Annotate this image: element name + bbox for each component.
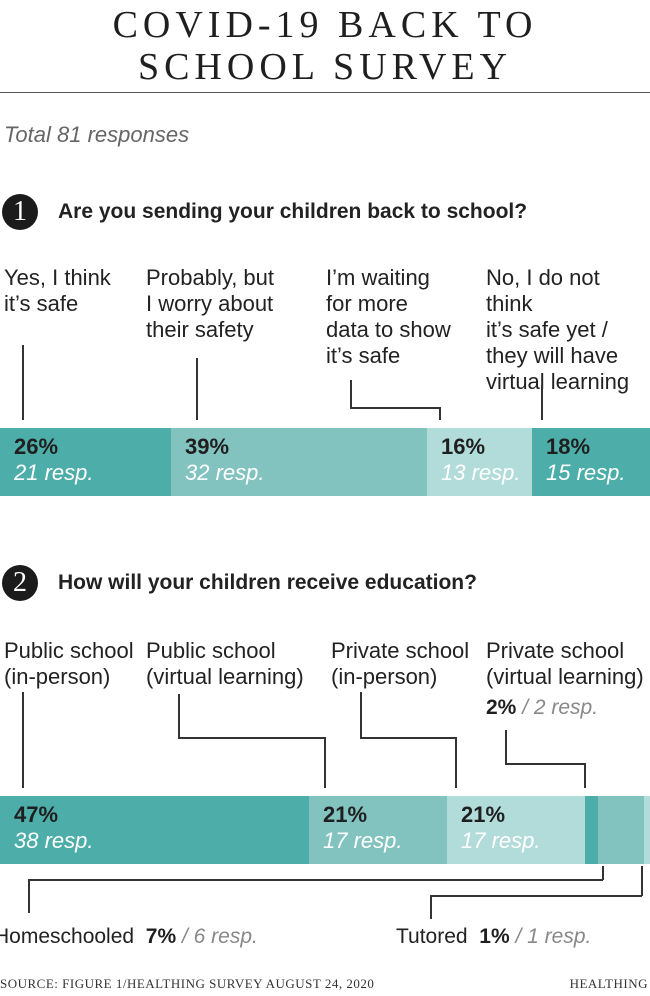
bar-percent-label: 47% (14, 802, 59, 827)
bar2-segment (598, 796, 644, 864)
bar-response-label: 38 resp. (14, 828, 94, 853)
q2-leader-public-virtual-b (178, 737, 325, 739)
bar2-segment (585, 796, 598, 864)
bar-response-label: 32 resp. (185, 460, 265, 485)
q2-leader-public-virtual-c (324, 737, 326, 788)
bar-response-label: 17 resp. (323, 828, 403, 853)
q1-leader-no (541, 385, 543, 420)
q1-label-waiting: I’m waiting for more data to show it’s s… (326, 265, 451, 368)
q2-tutored-value: Tutored 1% / 1 resp. (396, 925, 592, 948)
bar-response-label: 21 resp. (14, 460, 94, 485)
q2-label-private-virtual: Private school (virtual learning) (486, 638, 644, 689)
q1-leader-waiting-a (350, 380, 352, 408)
q2-leader-homeschooled-c (28, 879, 30, 913)
q2-leader-private-in-person-b (360, 737, 456, 739)
question-2-number-badge: 2 (2, 565, 38, 601)
q2-label-public-in-person: Public school (in-person) (4, 638, 134, 689)
bar-response-label: 15 resp. (546, 460, 626, 485)
title-divider (0, 92, 650, 93)
q2-stacked-bar: 47% 38 resp. 21% 17 resp. 21% 17 resp. (0, 796, 650, 864)
q2-label-public-virtual: Public school (virtual learning) (146, 638, 304, 689)
bar1-segment: 16% 13 resp. (427, 428, 532, 496)
bar-response-label: 17 resp. (461, 828, 541, 853)
q1-leader-yes (22, 345, 24, 420)
bar2-segment (644, 796, 650, 864)
title-line-2: SCHOOL SURVEY (137, 46, 513, 88)
question-1-number-badge: 1 (2, 194, 38, 230)
q1-label-yes: Yes, I think it’s safe (4, 265, 111, 316)
bar2-segment: 21% 17 resp. (447, 796, 585, 864)
q2-leader-tutored-b (430, 895, 642, 897)
brand-footer: HEALTHING (569, 976, 648, 991)
question-2-title: How will your children receive education… (58, 571, 477, 594)
bar-percent-label: 21% (323, 802, 368, 827)
total-responses: Total 81 responses (4, 122, 190, 147)
bar2-segment: 47% 38 resp. (0, 796, 309, 864)
q1-leader-waiting-c (439, 407, 441, 420)
title-line-1: COVID-19 BACK TO (112, 4, 538, 46)
q2-leader-homeschooled-b (28, 879, 603, 881)
q2-leader-private-in-person-c (455, 737, 457, 788)
q1-label-no: No, I do not think it’s safe yet / they … (486, 265, 630, 394)
q2-leader-private-virtual-b (505, 763, 585, 765)
source-footer: SOURCE: FIGURE 1/HEALTHING SURVEY AUGUST… (0, 976, 375, 991)
bar-percent-label: 18% (546, 434, 591, 459)
bar-percent-label: 21% (461, 802, 506, 827)
bar-response-label: 13 resp. (441, 460, 521, 485)
q2-label-private-in-person: Private school (in-person) (331, 638, 470, 689)
bar1-segment: 18% 15 resp. (532, 428, 650, 496)
bar-percent-label: 26% (14, 434, 59, 459)
q2-leader-private-virtual-c (584, 763, 586, 788)
chart-title: COVID-19 BACK TO SCHOOL SURVEY (0, 4, 650, 88)
bar-percent-label: 16% (441, 434, 486, 459)
q1-leader-waiting-b (350, 407, 440, 409)
q2-leader-public-in-person (22, 692, 24, 788)
q1-leader-probably (196, 358, 198, 420)
q2-leader-private-in-person-a (360, 692, 362, 737)
q2-leader-tutored-a (641, 866, 643, 896)
question-1-title: Are you sending your children back to sc… (58, 200, 528, 223)
q2-homeschooled-value: Homeschooled 7% / 6 resp. (0, 925, 258, 948)
q2-leader-tutored-c (430, 895, 432, 919)
bar2-segment: 21% 17 resp. (309, 796, 447, 864)
q1-stacked-bar: 26% 21 resp. 39% 32 resp. 16% 13 resp. 18% 15 r… (0, 428, 650, 496)
q2-leader-public-virtual-a (178, 694, 180, 737)
q2-private-virtual-value: 2% / 2 resp. (486, 696, 599, 719)
bar1-segment: 26% 21 resp. (0, 428, 171, 496)
q2-leader-private-virtual-a (505, 730, 507, 764)
q1-label-probably: Probably, but I worry about their safety (146, 265, 275, 342)
bar1-segment: 39% 32 resp. (171, 428, 427, 496)
q2-leader-homeschooled-a (602, 866, 604, 880)
bar-percent-label: 39% (185, 434, 230, 459)
